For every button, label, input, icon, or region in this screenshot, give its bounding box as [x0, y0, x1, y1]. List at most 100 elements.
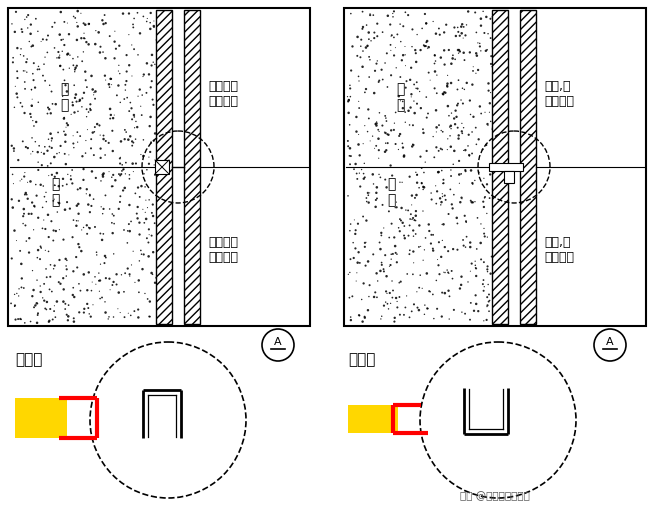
Point — [104, 274, 114, 283]
Point — [139, 71, 149, 79]
Point — [439, 46, 449, 54]
Point — [370, 144, 380, 153]
Point — [122, 239, 133, 247]
Point — [31, 180, 41, 188]
Point — [48, 265, 59, 273]
Point — [446, 109, 456, 117]
Point — [361, 44, 371, 52]
Point — [390, 242, 400, 250]
Point — [68, 139, 78, 147]
Point — [95, 229, 105, 238]
Point — [43, 247, 54, 255]
Point — [124, 61, 135, 69]
Point — [101, 137, 111, 145]
Point — [388, 250, 398, 258]
Point — [439, 268, 450, 276]
Point — [9, 103, 20, 112]
Point — [452, 246, 462, 254]
Point — [442, 266, 453, 274]
Point — [18, 212, 28, 220]
Point — [453, 99, 463, 108]
Point — [32, 253, 43, 262]
Point — [483, 281, 493, 289]
Point — [76, 247, 86, 255]
Point — [360, 88, 370, 96]
Point — [81, 189, 92, 198]
Point — [414, 284, 424, 292]
Point — [72, 36, 82, 44]
Point — [100, 54, 111, 62]
Point — [40, 77, 50, 85]
Point — [407, 215, 417, 223]
Point — [85, 106, 95, 114]
Point — [464, 48, 475, 56]
Point — [46, 170, 57, 179]
Point — [414, 306, 424, 314]
Point — [417, 179, 427, 187]
Point — [111, 45, 121, 53]
Point — [394, 279, 404, 287]
Point — [68, 54, 78, 62]
Point — [147, 96, 158, 104]
Point — [395, 20, 405, 28]
Point — [405, 215, 415, 223]
Point — [408, 214, 419, 222]
Point — [373, 154, 384, 162]
Point — [148, 58, 158, 66]
Point — [146, 231, 157, 240]
Point — [447, 267, 457, 275]
Point — [94, 121, 105, 130]
Point — [20, 221, 31, 229]
Point — [445, 122, 456, 130]
Point — [116, 167, 127, 175]
Point — [405, 103, 416, 112]
Point — [425, 76, 436, 84]
Point — [389, 317, 400, 326]
Point — [10, 302, 20, 310]
Point — [394, 227, 405, 236]
Point — [368, 132, 378, 140]
Point — [141, 17, 152, 26]
Point — [48, 197, 59, 205]
Point — [26, 42, 37, 51]
Point — [406, 93, 417, 101]
Point — [474, 168, 485, 177]
Point — [468, 198, 478, 206]
Point — [396, 56, 407, 65]
Point — [475, 39, 485, 48]
Point — [70, 14, 80, 22]
Point — [69, 293, 80, 301]
Point — [65, 204, 75, 212]
Point — [26, 177, 36, 185]
Point — [356, 295, 367, 304]
Bar — [156, 10, 172, 324]
Point — [482, 180, 492, 188]
Point — [422, 269, 432, 278]
Point — [68, 132, 78, 140]
Point — [133, 276, 144, 285]
Point — [38, 35, 48, 44]
Point — [7, 254, 17, 263]
Point — [107, 147, 118, 155]
Point — [105, 115, 116, 123]
Point — [129, 113, 139, 121]
Point — [357, 317, 368, 326]
Point — [73, 98, 84, 106]
Point — [13, 315, 24, 323]
Point — [408, 141, 419, 149]
Point — [105, 32, 115, 40]
Point — [60, 76, 70, 84]
Point — [486, 60, 496, 68]
Point — [146, 138, 156, 146]
Point — [353, 131, 364, 139]
Point — [479, 283, 489, 291]
Point — [360, 239, 370, 247]
Point — [433, 168, 443, 176]
Point — [376, 66, 387, 74]
Point — [479, 232, 490, 241]
Point — [471, 69, 481, 77]
Point — [456, 96, 466, 104]
Point — [353, 72, 364, 80]
Point — [414, 221, 424, 229]
Point — [114, 41, 124, 50]
